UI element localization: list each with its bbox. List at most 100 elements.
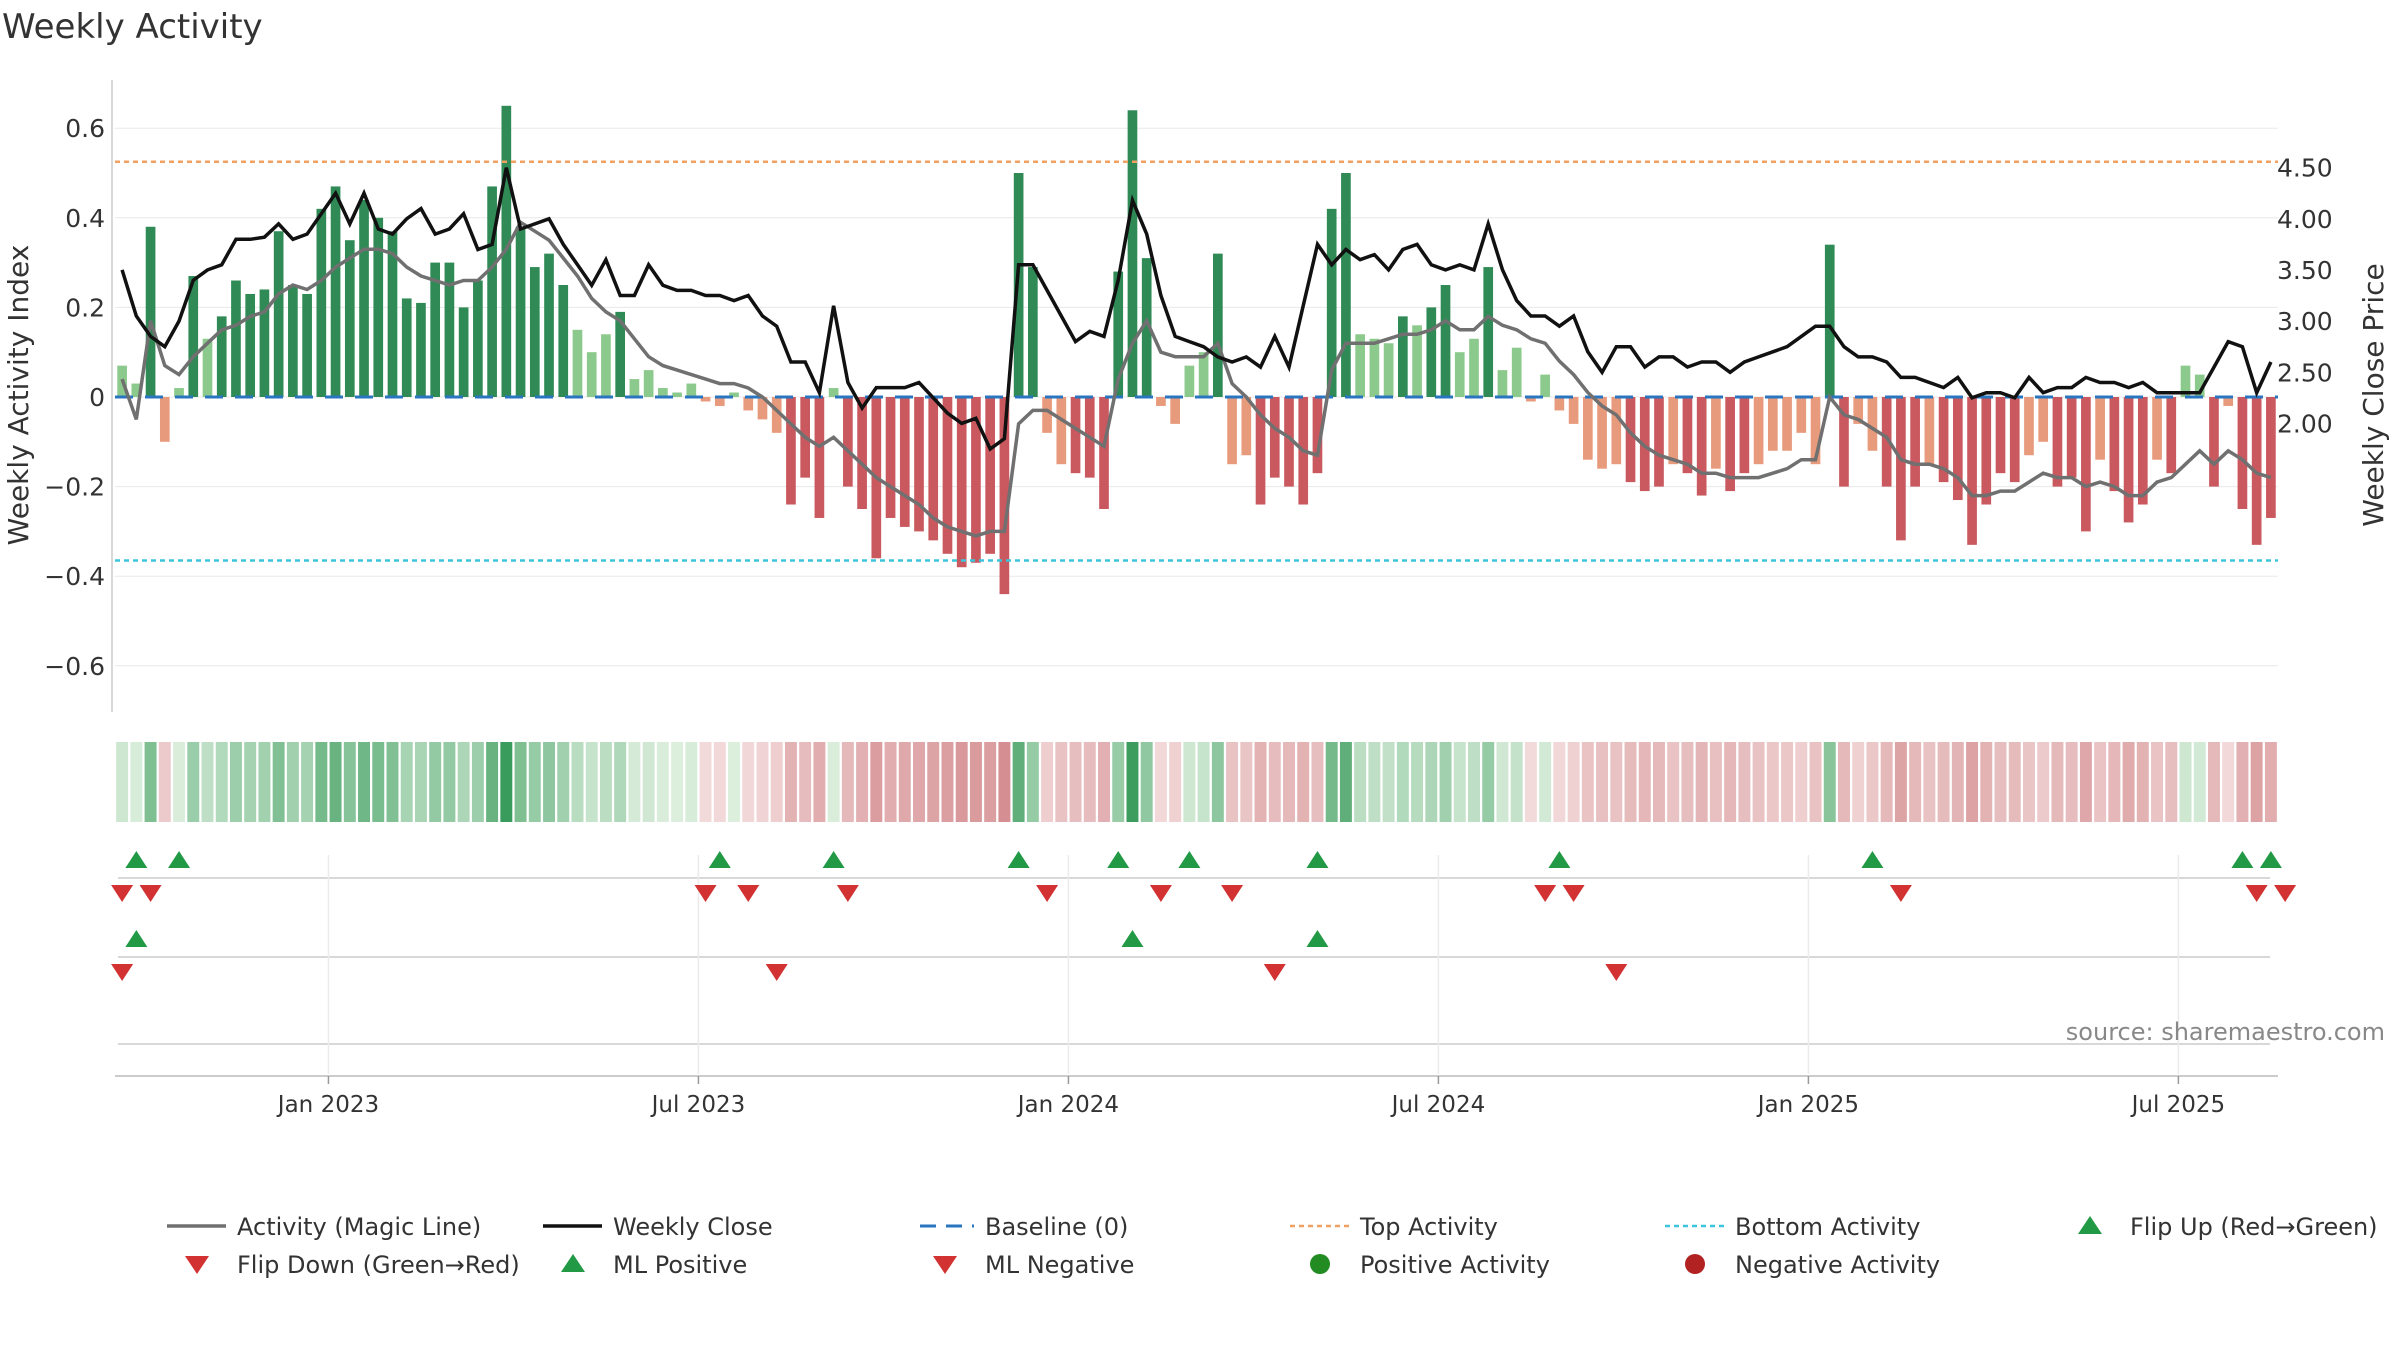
activity-bar	[145, 226, 156, 397]
activity-strip-cell	[400, 742, 413, 822]
axis-layer: 0.6 0.4 0.2 0 −0.2 −0.4 −0.6 4.50 4.00 3.50 3.00 2.…	[44, 80, 2333, 712]
activity-bar	[2009, 397, 2020, 483]
ml-positive-marker	[1306, 930, 1329, 947]
activity-bar	[586, 352, 597, 397]
activity-strip-cell	[215, 742, 228, 822]
ml-positive-marker	[1121, 930, 1144, 947]
flip-up-marker	[2231, 851, 2254, 868]
activity-strip-cell	[1638, 742, 1651, 822]
activity-bar	[2081, 397, 2091, 532]
activity-strip-cell	[372, 742, 385, 822]
activity-strip-cell	[144, 742, 157, 822]
activity-strip-cell	[1439, 742, 1452, 822]
activity-bar	[1028, 267, 1038, 397]
activity-bar	[1554, 397, 1565, 411]
x-tick-label: Jan 2025	[1756, 1092, 1859, 1118]
activity-strip-cell	[1069, 742, 1082, 822]
activity-strip-cell	[1311, 742, 1324, 822]
activity-strip-cell	[685, 742, 698, 822]
activity-strip-cell	[1055, 742, 1068, 822]
activity-bar	[1753, 397, 1764, 465]
activity-strip-cell	[1396, 742, 1409, 822]
activity-bars	[117, 105, 2276, 595]
activity-bar	[1910, 397, 1920, 487]
activity-strip-cell	[1154, 742, 1167, 822]
activity-bar	[1326, 208, 1337, 397]
activity-bar	[899, 397, 910, 527]
activity-strip-cell	[358, 742, 371, 822]
flip-up-marker	[168, 851, 191, 868]
activity-strip-cell	[173, 742, 186, 822]
activity-strip-cell	[2108, 742, 2121, 822]
activity-strip-cell	[927, 742, 940, 822]
x-axis-ticks: Jan 2023 Jul 2023 Jan 2024 Jul 2024 Jan 2025…	[276, 1076, 2225, 1118]
activity-bar	[544, 253, 554, 397]
legend-label: Activity (Magic Line)	[237, 1213, 481, 1241]
activity-strip-cell	[1453, 742, 1466, 822]
activity-bar	[928, 397, 939, 541]
x-tick-label: Jan 2023	[276, 1092, 379, 1118]
activity-bar	[971, 397, 981, 563]
activity-bar	[1213, 253, 1223, 397]
source-note: source: sharemaestro.com	[2066, 1018, 2385, 1046]
legend-key	[1310, 1254, 1330, 1274]
legend-label: Weekly Close	[613, 1213, 773, 1241]
y-tick-right: 2.00	[2277, 409, 2333, 438]
activity-strip-cell	[528, 742, 541, 822]
activity-strip-cell	[1681, 742, 1694, 822]
activity-bar	[643, 370, 654, 397]
activity-strip-cell	[841, 742, 854, 822]
activity-strip-cell	[713, 742, 726, 822]
activity-bar	[2038, 397, 2049, 442]
activity-strip-cell	[286, 742, 299, 822]
activity-strip-cell	[1653, 742, 1665, 822]
activity-bar	[302, 293, 312, 397]
activity-bar	[487, 186, 497, 397]
flip-up-marker	[1306, 851, 1329, 868]
activity-strip-cell	[1852, 742, 1865, 822]
activity-bar	[1924, 397, 1935, 465]
activity-strip-cell	[1197, 742, 1210, 822]
flip-down-marker	[836, 885, 859, 902]
activity-strip-cell	[2037, 742, 2050, 822]
activity-bar	[729, 392, 739, 397]
flip-down-marker	[1149, 885, 1172, 902]
flip-up-marker	[1107, 851, 1130, 868]
activity-bar	[1341, 173, 1351, 397]
activity-bar	[1383, 343, 1394, 397]
activity-strip-cell	[258, 742, 271, 822]
activity-strip-cell	[272, 742, 285, 822]
legend-label: Top Activity	[1359, 1213, 1498, 1241]
legend: Activity (Magic Line) Weekly Close Baselin…	[167, 1213, 2378, 1279]
y-tick-left: −0.6	[44, 652, 105, 681]
activity-strip-cell	[913, 742, 925, 822]
activity-strip-cell	[799, 742, 812, 822]
flip-down-marker	[139, 885, 162, 902]
x-tick-label: Jul 2025	[2130, 1092, 2226, 1118]
activity-strip-cell	[1169, 742, 1182, 822]
activity-strip-cell	[1368, 742, 1381, 822]
magic-line	[120, 219, 2272, 538]
activity-strip-cell	[1937, 742, 1950, 822]
activity-bar	[1682, 397, 1693, 474]
ml-negative-marker	[1605, 964, 1628, 981]
y-axis-left-label: Weekly Activity Index	[2, 245, 35, 546]
activity-strip-cell	[1581, 742, 1594, 822]
activity-strip-cell	[229, 742, 242, 822]
activity-bar	[1952, 397, 1963, 501]
activity-bar	[430, 262, 441, 397]
activity-bar	[885, 397, 896, 518]
activity-bar	[1355, 334, 1365, 397]
activity-strip-cell	[1909, 742, 1922, 822]
y-tick-right: 4.50	[2277, 154, 2333, 183]
activity-bar	[714, 397, 725, 406]
activity-bar	[373, 217, 384, 397]
activity-bar	[1056, 397, 1067, 465]
activity-strip-cell	[429, 742, 442, 822]
legend-label: Flip Down (Green→Red)	[237, 1251, 520, 1279]
activity-strip-cell	[1524, 742, 1537, 822]
activity-strip-cell	[1809, 742, 1822, 822]
activity-bar	[757, 397, 768, 420]
activity-strip-cell	[130, 742, 143, 822]
activity-bar	[1824, 244, 1835, 397]
